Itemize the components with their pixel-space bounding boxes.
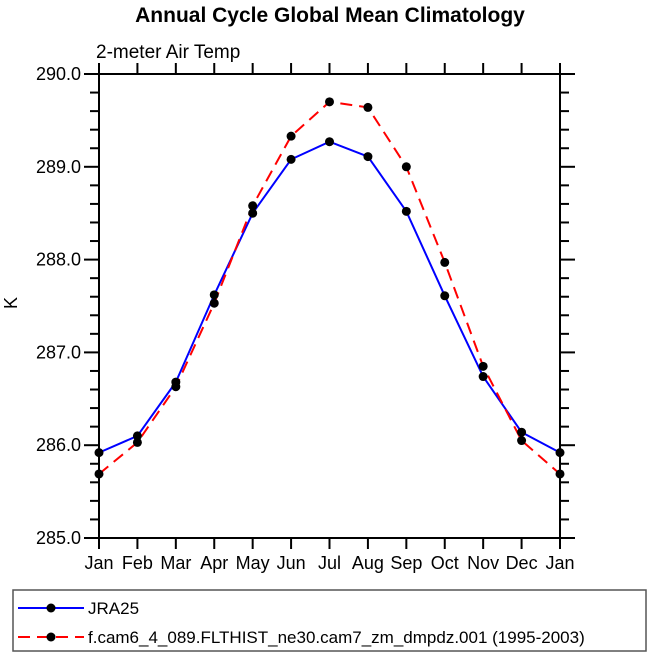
- data-point-marker: [478, 361, 488, 371]
- y-tick-label: 290.0: [36, 64, 81, 84]
- legend-line-samples: [18, 603, 84, 642]
- data-point-marker: [209, 290, 219, 300]
- data-point-marker: [286, 131, 296, 141]
- data-series: [94, 97, 565, 479]
- data-point-marker: [325, 137, 334, 147]
- data-point-marker: [440, 257, 450, 267]
- x-tick-label: Jul: [318, 553, 341, 573]
- series-line-solid: [98, 140, 561, 454]
- x-tick-label: Jan: [84, 553, 113, 573]
- y-tick-label: 288.0: [36, 250, 81, 270]
- legend-label-model-run: f.cam6_4_089.FLTHIST_ne30.cam7_zm_dmpdz.…: [88, 628, 585, 647]
- data-point-marker: [363, 152, 373, 162]
- data-point-marker: [248, 201, 258, 211]
- chart-subtitle: 2-meter Air Temp: [96, 42, 240, 63]
- data-point-marker: [286, 154, 296, 164]
- legend-label-jra25: JRA25: [88, 599, 139, 618]
- y-tick-label: 289.0: [36, 157, 81, 177]
- legend-sample-marker: [46, 603, 56, 613]
- plot-axes: Jan Feb Mar Apr May Jun Jul Aug Sep Oct Nov Dec Jan2…: [36, 63, 575, 573]
- x-tick-label: Mar: [160, 553, 191, 573]
- x-tick-label: Nov: [467, 553, 499, 573]
- data-point-marker: [132, 437, 142, 447]
- data-point-marker: [94, 469, 104, 479]
- data-point-marker: [248, 208, 258, 218]
- x-tick-label: Jun: [277, 553, 306, 573]
- data-point-marker: [94, 448, 104, 458]
- series-line-dashed: [98, 100, 561, 475]
- y-axis-label: K: [1, 297, 21, 309]
- legend-box: [12, 589, 647, 652]
- data-point-marker: [555, 448, 565, 458]
- data-point-marker: [171, 382, 181, 392]
- x-tick-label: Sep: [390, 553, 422, 573]
- legend: JRA25 f.cam6_4_089.FLTHIST_ne30.cam7_zm_…: [12, 589, 647, 652]
- y-tick-label: 285.0: [36, 528, 81, 548]
- data-point-marker: [517, 436, 527, 446]
- data-point-marker: [132, 431, 142, 441]
- data-point-marker: [325, 97, 334, 107]
- chart-title: Annual Cycle Global Mean Climatology: [135, 4, 525, 27]
- data-point-marker: [478, 372, 488, 382]
- data-point-marker: [517, 427, 527, 437]
- data-point-marker: [209, 298, 219, 308]
- legend-sample-marker: [46, 632, 56, 642]
- data-point-marker: [440, 291, 450, 301]
- data-point-marker: [401, 206, 411, 216]
- x-tick-label: Jan: [545, 553, 574, 573]
- x-tick-label: Apr: [200, 553, 228, 573]
- x-tick-label: Feb: [122, 553, 153, 573]
- x-tick-label: Dec: [506, 553, 538, 573]
- data-point-marker: [555, 469, 565, 479]
- y-tick-label: 287.0: [36, 342, 81, 362]
- x-tick-label: May: [236, 553, 270, 573]
- y-tick-label: 286.0: [36, 435, 81, 455]
- data-point-marker: [401, 162, 411, 172]
- x-tick-label: Aug: [352, 553, 384, 573]
- data-point-marker: [363, 102, 373, 112]
- x-tick-label: Oct: [431, 553, 459, 573]
